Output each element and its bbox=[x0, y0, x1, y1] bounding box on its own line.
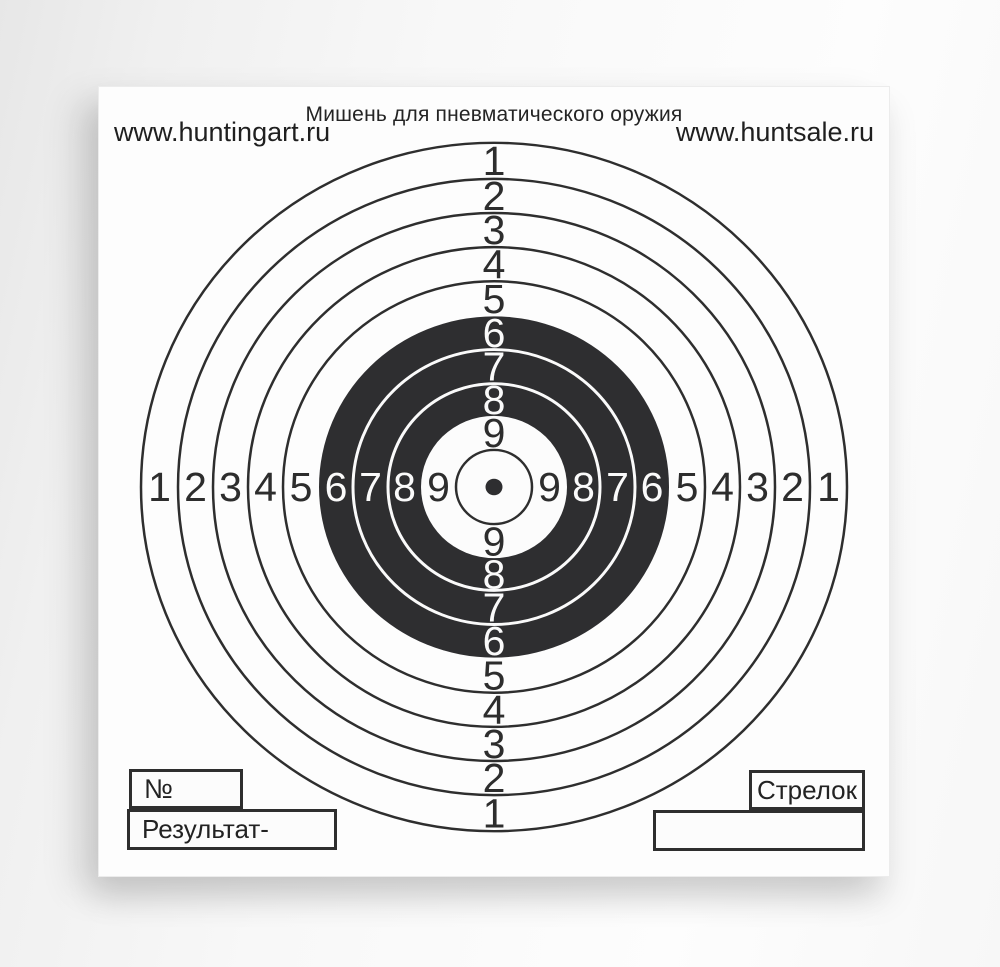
target-rings bbox=[139, 141, 849, 833]
ring-number-2-bottom: 2 bbox=[483, 755, 506, 801]
shooter-label: Стрелок bbox=[756, 774, 858, 805]
ring-number-4-top: 4 bbox=[483, 241, 506, 287]
ring-8-circle bbox=[386, 382, 602, 592]
ring-number-3-top: 3 bbox=[483, 207, 506, 253]
ring-number-9-bottom: 9 bbox=[483, 518, 506, 564]
ten-ring-circle bbox=[454, 448, 534, 526]
ring-number-9-left: 9 bbox=[427, 464, 450, 510]
ring-number-4-right: 4 bbox=[711, 464, 734, 510]
ring-2-circle bbox=[176, 177, 812, 797]
ring-number-1-bottom: 1 bbox=[483, 790, 506, 836]
ring-number-8-left: 8 bbox=[393, 464, 416, 510]
ring-5-circle bbox=[281, 280, 707, 694]
ring-number-4-bottom: 4 bbox=[483, 687, 506, 733]
ring-7-circle bbox=[351, 348, 637, 626]
ring-number-7-top: 7 bbox=[483, 344, 506, 390]
result-field-box: Результат- bbox=[127, 809, 337, 850]
ring-number-9-top: 9 bbox=[483, 410, 506, 456]
ring-number-6-bottom: 6 bbox=[483, 618, 506, 664]
ring-number-8-top: 8 bbox=[483, 377, 506, 423]
result-label: Результат- bbox=[142, 814, 269, 844]
ring-number-5-top: 5 bbox=[483, 276, 506, 322]
ring-number-9-right: 9 bbox=[538, 464, 561, 510]
ring-number-1-left: 1 bbox=[148, 464, 171, 510]
site-url-left: www.huntingart.ru bbox=[114, 117, 331, 147]
shooter-label-box: Стрелок bbox=[749, 770, 865, 810]
ring-number-5-left: 5 bbox=[290, 464, 313, 510]
ring-number-5-right: 5 bbox=[676, 464, 699, 510]
ring-number-8-right: 8 bbox=[572, 464, 595, 510]
ring-number-1-top: 1 bbox=[483, 138, 506, 184]
ring-number-4-left: 4 bbox=[254, 464, 277, 510]
ring-number-3-right: 3 bbox=[746, 464, 769, 510]
ring-number-6-left: 6 bbox=[325, 464, 348, 510]
ring-number-6-top: 6 bbox=[483, 310, 506, 356]
number-field-box: № bbox=[129, 769, 243, 809]
ring-number-7-right: 7 bbox=[606, 464, 629, 510]
target-sheet: Мишень для пневматического оружия www.hu… bbox=[98, 86, 890, 877]
ring-4-circle bbox=[246, 245, 742, 729]
ring-number-2-top: 2 bbox=[483, 173, 506, 219]
ring-number-8-bottom: 8 bbox=[483, 551, 506, 597]
site-url-right: www.huntsale.ru bbox=[675, 117, 874, 147]
shooter-entry-box bbox=[653, 810, 865, 851]
ring-number-6-right: 6 bbox=[641, 464, 664, 510]
ring-number-7-left: 7 bbox=[359, 464, 382, 510]
target-title: Мишень для пневматического оружия bbox=[305, 103, 683, 126]
center-dot bbox=[485, 478, 503, 496]
ring-number-3-left: 3 bbox=[219, 464, 242, 510]
number-label: № bbox=[144, 773, 173, 804]
ring-number-2-left: 2 bbox=[184, 464, 207, 510]
ring-3-circle bbox=[211, 211, 777, 763]
ring-number-7-bottom: 7 bbox=[483, 585, 506, 631]
ring-number-3-bottom: 3 bbox=[483, 721, 506, 767]
ring-number-5-bottom: 5 bbox=[483, 652, 506, 698]
ring-number-2-right: 2 bbox=[781, 464, 804, 510]
ring-1-circle bbox=[139, 141, 849, 833]
ring-number-1-right: 1 bbox=[817, 464, 840, 510]
